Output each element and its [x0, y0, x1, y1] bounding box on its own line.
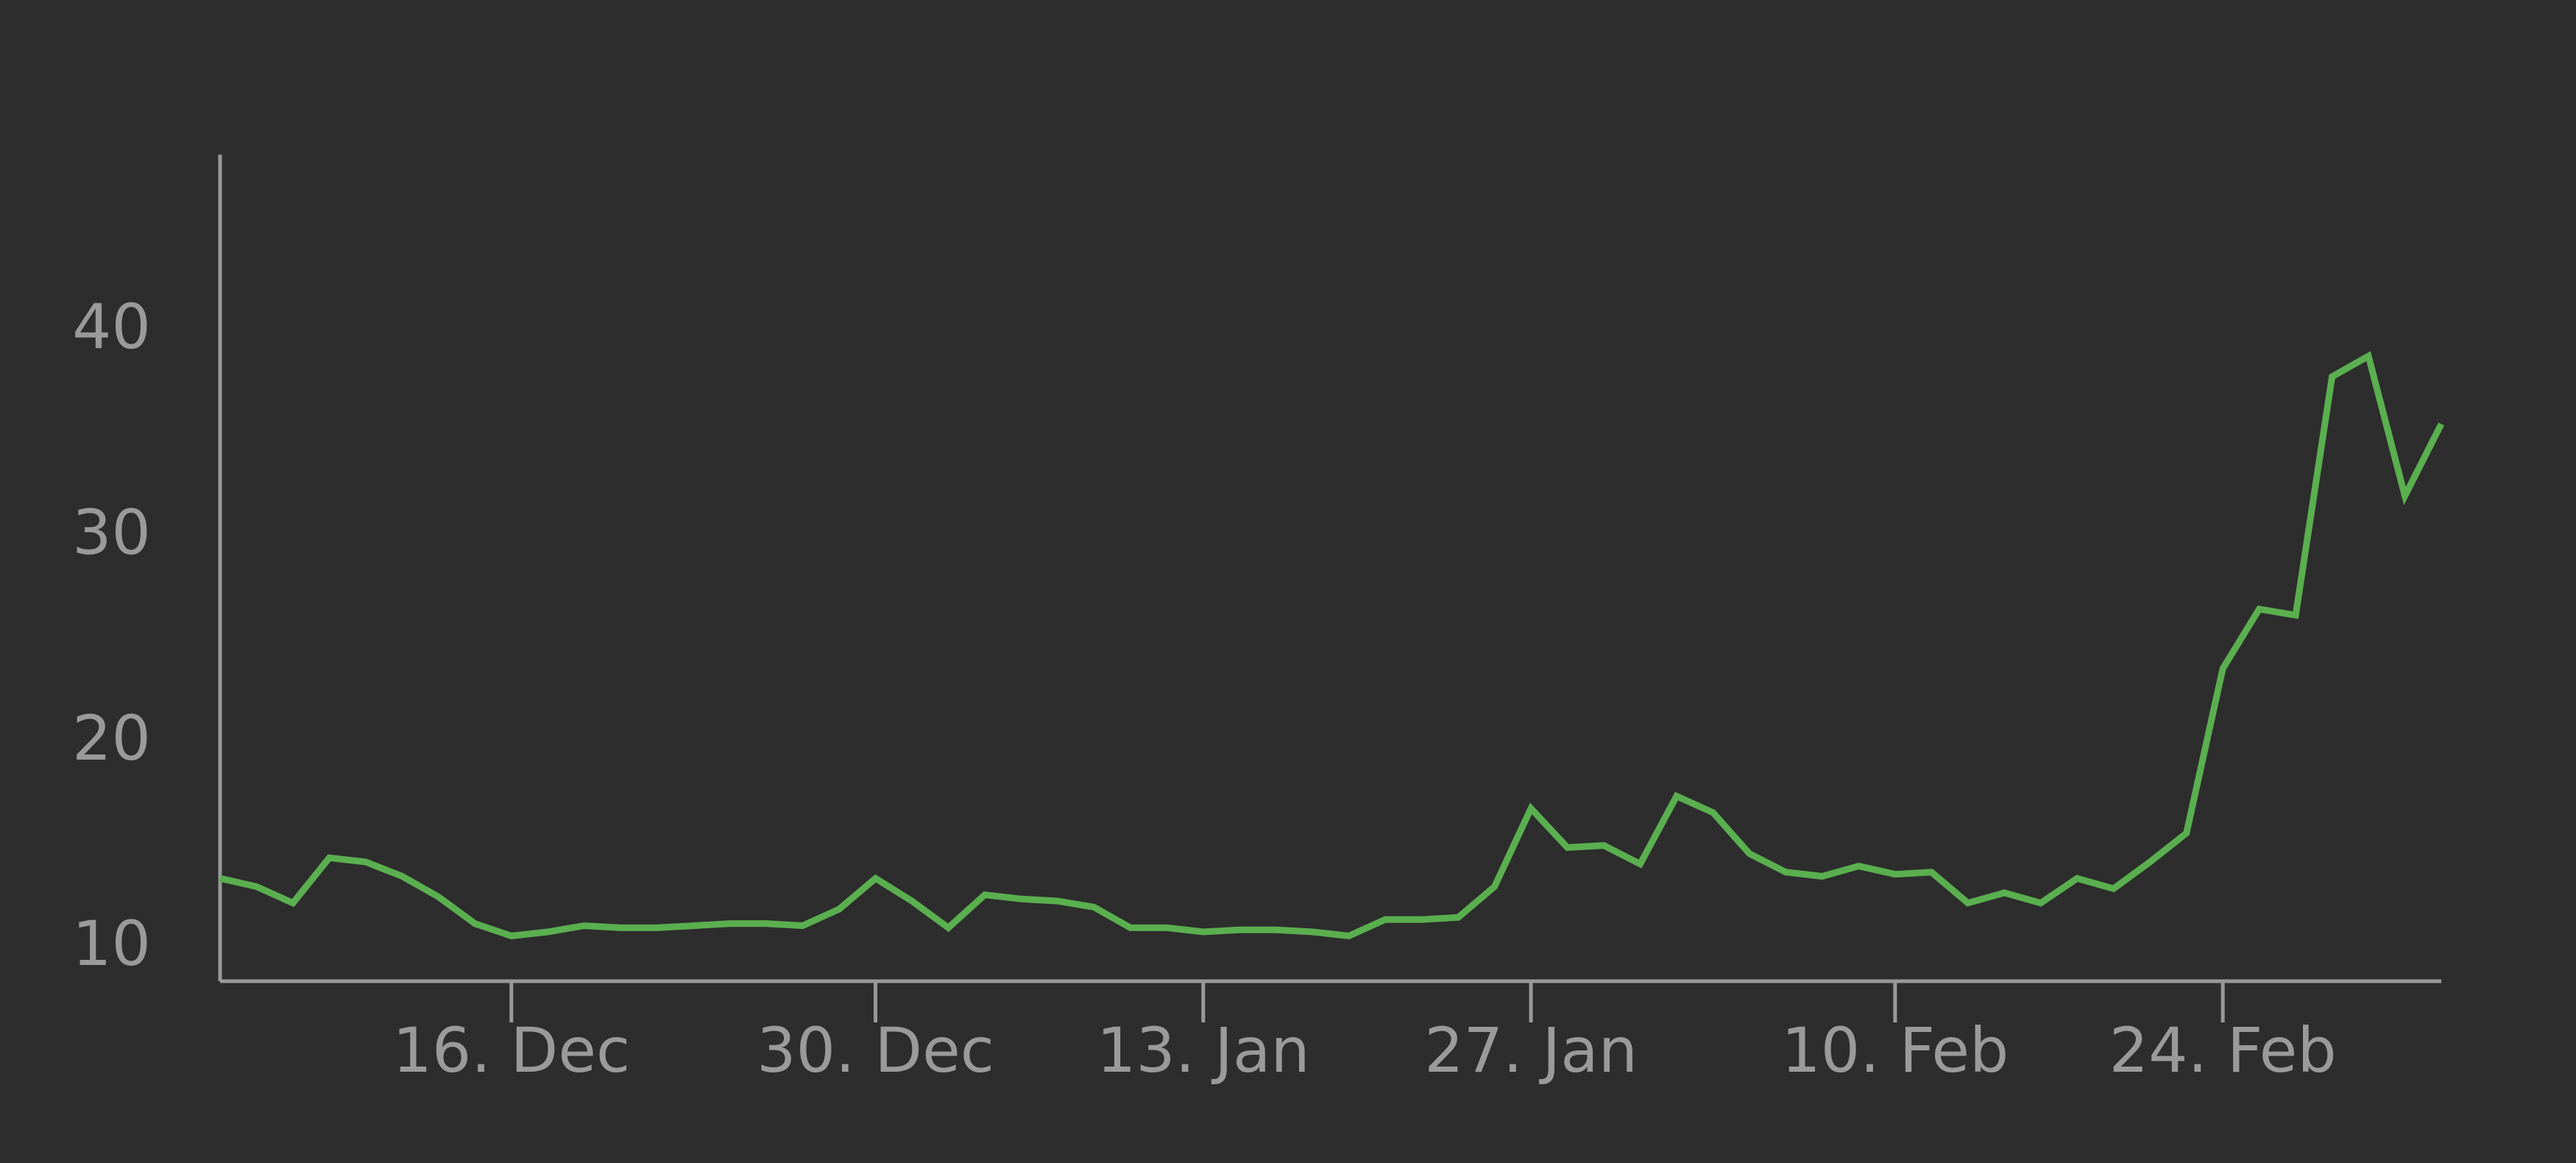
- x-tick-label: 10. Feb: [1781, 1014, 2009, 1086]
- y-tick-label: 30: [72, 497, 151, 569]
- x-tick-label: 30. Dec: [757, 1014, 994, 1086]
- x-tick-label: 13. Jan: [1097, 1014, 1310, 1086]
- x-tick-label: 27. Jan: [1424, 1014, 1638, 1086]
- y-tick-label: 20: [72, 702, 151, 774]
- y-tick-label: 10: [72, 908, 151, 980]
- y-tick-label: 40: [72, 291, 151, 363]
- x-tick-label: 16. Dec: [392, 1014, 630, 1086]
- data-line: [219, 351, 2445, 940]
- x-tick-label: 24. Feb: [2109, 1014, 2337, 1086]
